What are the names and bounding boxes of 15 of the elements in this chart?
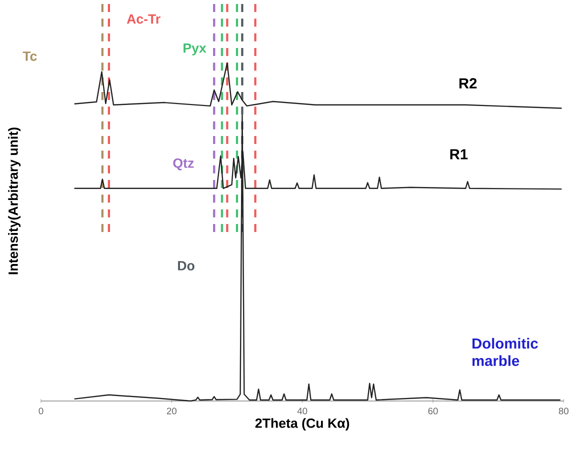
ref-line-label: Ac-Tr (126, 14, 160, 24)
series-label: R1 (450, 149, 468, 160)
x-tick-label: 40 (297, 408, 308, 414)
series-label: R2 (459, 78, 477, 88)
ref-line-label: Tc (22, 52, 37, 61)
ref-line-label: Do (178, 261, 194, 270)
ref-line-label: Pyx (184, 43, 206, 56)
x-tick-label: 0 (38, 408, 44, 414)
y-axis-title: Intensity(Arbitrary unit) (8, 128, 21, 274)
x-tick-label: 60 (428, 408, 438, 414)
x-tick-label: 80 (558, 408, 568, 414)
series-label: Dolomitic marble (472, 338, 538, 366)
x-tick-label: 20 (166, 408, 176, 414)
x-axis-title: 2Theta (Cu Kα) (255, 418, 350, 431)
ref-line-label: Qtz (173, 158, 194, 170)
